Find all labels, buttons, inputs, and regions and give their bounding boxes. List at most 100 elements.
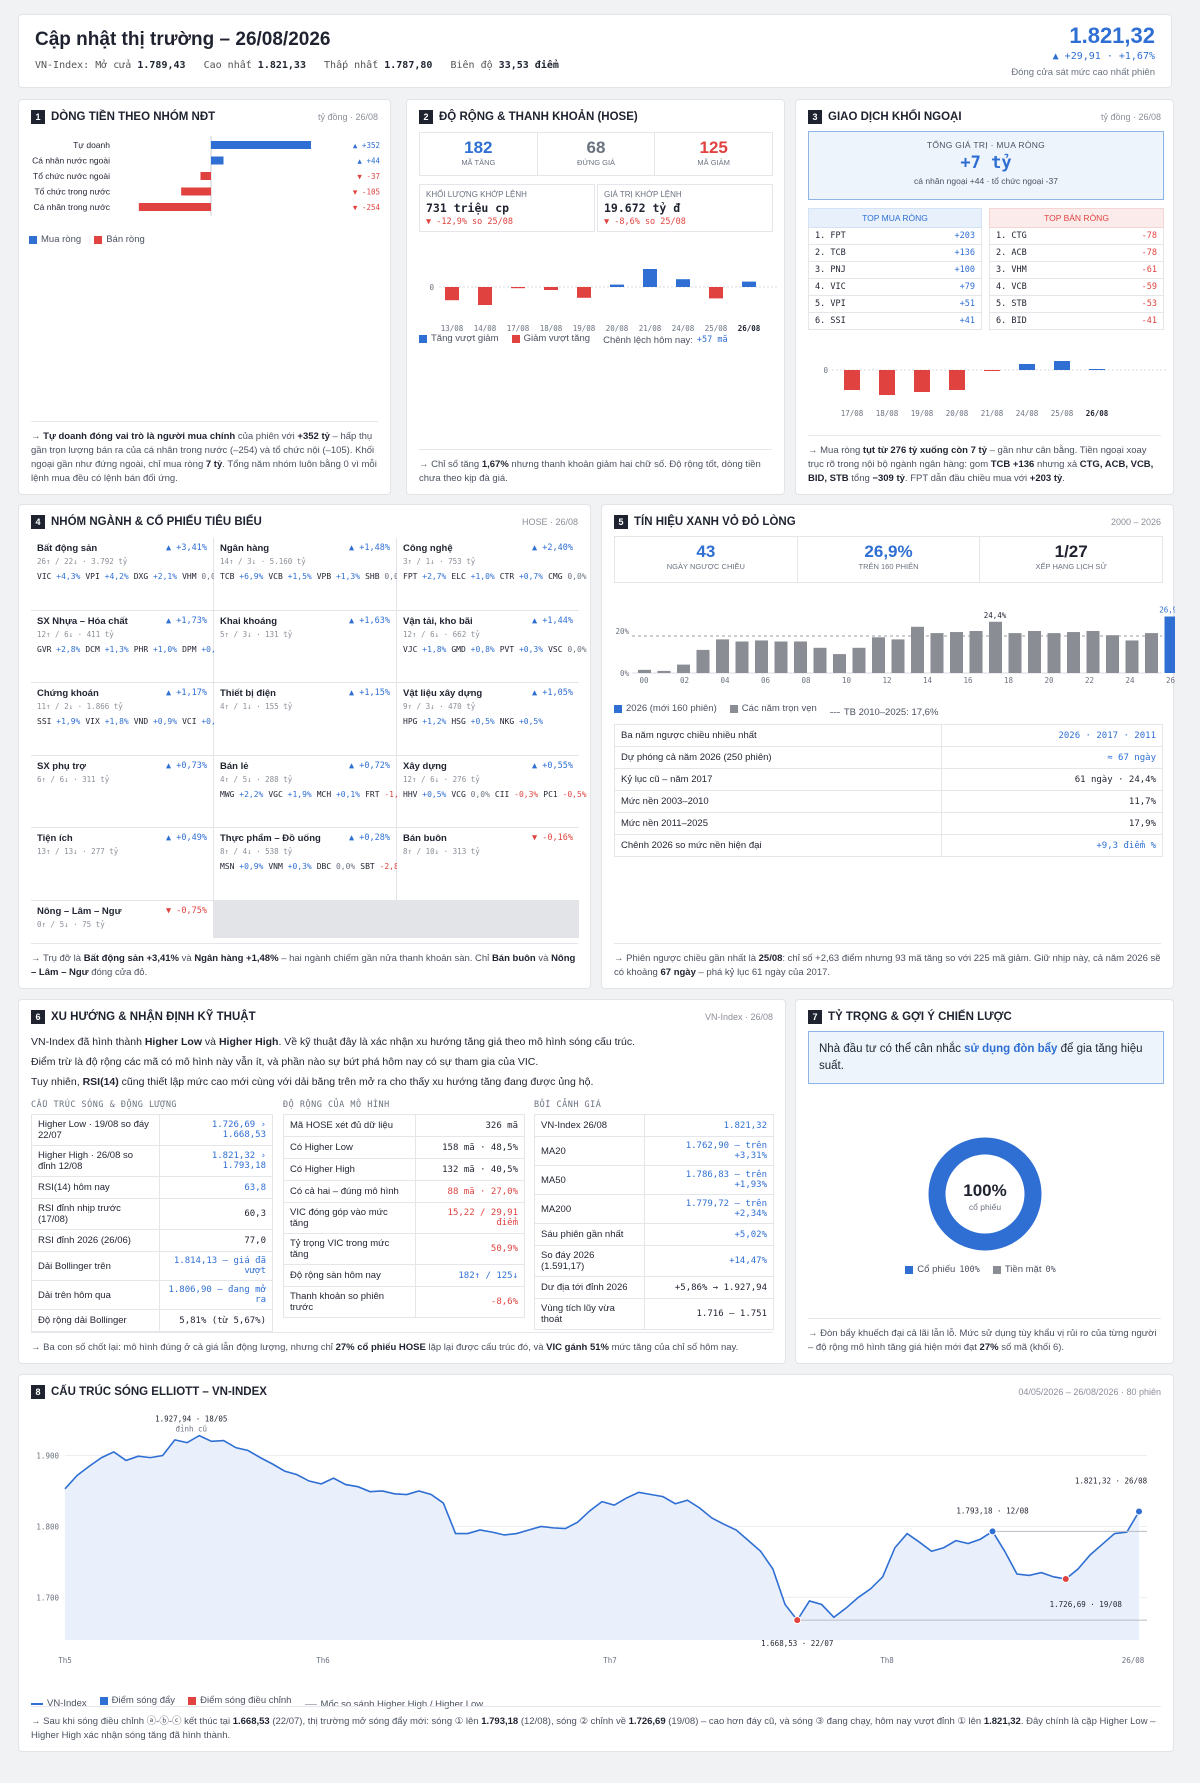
row-label: Độ rộng sàn hôm nay bbox=[283, 1264, 416, 1287]
year-bar bbox=[989, 621, 1002, 673]
year-bar bbox=[735, 641, 749, 673]
card-elliott-wave: 8 CẤU TRÚC SÓNG ELLIOTT – VN-INDEX 04/05/… bbox=[18, 1374, 1174, 1752]
tech-row: VIC đóng góp vào mức tăng 15,22 / 29,91 đ… bbox=[283, 1202, 526, 1234]
foreign-row: 4. VCB -59 bbox=[989, 279, 1164, 296]
stock-symbol: PC1 bbox=[543, 789, 563, 799]
sector-cell: Vật liệu xây dựng ▲ +1,05% 9↑ / 3↓ · 470 t… bbox=[397, 683, 579, 755]
divergence-row: Kỷ lục cũ – năm 2017 61 ngày · 24,4% bbox=[614, 768, 1164, 791]
foreign-bar bbox=[879, 370, 895, 395]
row-label: RSI đỉnh nhịp trước (17/08) bbox=[30, 1198, 161, 1230]
row-value: 63,8 bbox=[159, 1176, 273, 1199]
year-bar bbox=[872, 637, 885, 673]
stock-change: +4,2% bbox=[104, 572, 129, 581]
donut-label: cổ phiếu bbox=[969, 1202, 1001, 1212]
sector-cell: Nông – Lâm – Ngư ▼ -0,75% 0↑ / 5↓ · 75 tỷ bbox=[31, 900, 213, 972]
sector-meta: 3↑ / 1↓ · 753 tỷ bbox=[403, 557, 476, 566]
stock-item: DXG +2,1% bbox=[134, 572, 177, 581]
wave-point bbox=[1135, 1507, 1143, 1516]
rank: 4. VIC bbox=[815, 282, 846, 292]
sector-name: Thiết bị điện bbox=[220, 688, 276, 699]
stock-symbol: FRT bbox=[365, 789, 385, 799]
sector-meta: 6↑ / 6↓ · 311 tỷ bbox=[37, 774, 110, 784]
sector-meta: 0↑ / 5↓ · 75 tỷ bbox=[37, 919, 105, 929]
sector-cell: Vận tải, kho bãi ▲ +1,44% 12↑ / 6↓ · 662 t… bbox=[397, 610, 587, 682]
year-bar bbox=[1164, 616, 1175, 673]
sector-name: Vận tải, kho bãi bbox=[403, 615, 473, 627]
foreign-bar bbox=[914, 370, 930, 392]
area-fill bbox=[65, 1435, 1139, 1640]
card-technical-trend: 6 XU HƯỚNG & NHẬN ĐỊNH KỸ THUẬT VN-Index … bbox=[18, 999, 786, 1364]
sector-header: Chứng khoán ▲ +1,17% bbox=[37, 688, 207, 699]
stock-change: 0,0% bbox=[335, 862, 356, 871]
sector-change: ▲ +2,40% bbox=[532, 543, 573, 553]
flow-label: Tổ chức nước ngoài bbox=[33, 171, 110, 181]
tech-row: Có cả hai – đúng mô hình 88 mã · 27,0% bbox=[283, 1180, 526, 1203]
sector-change: ▲ +1,17% bbox=[166, 688, 207, 698]
x-tick: 25/08 bbox=[705, 324, 728, 333]
sector-change: ▲ +1,15% bbox=[349, 688, 390, 698]
sector-grid: Bất động sản ▲ +3,41% 26↑ / 22↓ · 3.792 tỷ… bbox=[31, 538, 587, 972]
row-value: +5,02% bbox=[643, 1223, 775, 1246]
stock-symbol: SHB bbox=[365, 572, 385, 581]
foreign-bar bbox=[949, 370, 965, 390]
strategy-box: Nhà đầu tư có thể cân nhắc sử dụng đòn b… bbox=[808, 1031, 1164, 1084]
flow-bar bbox=[211, 141, 311, 149]
stock-symbol: MSN bbox=[220, 862, 240, 871]
breadth-bar bbox=[676, 279, 690, 287]
net-value: +51 bbox=[959, 299, 975, 309]
vnindex-line bbox=[64, 1434, 1140, 1622]
wave-point bbox=[988, 1527, 997, 1536]
stock-item: CTR +0,7% bbox=[500, 572, 543, 581]
card-note: → Sau khi sóng điều chỉnh ⓐ-ⓑ-ⓒ kết thúc… bbox=[31, 1706, 1161, 1743]
row-value: 132 mã · 40,5% bbox=[414, 1158, 526, 1181]
top-buy-table: TOP MUA RÒNG 1. FPT +203 2. TCB +136 3. PNJ +… bbox=[808, 208, 982, 330]
rank: 5. VPI bbox=[815, 299, 846, 309]
row-label: MA200 bbox=[534, 1194, 645, 1224]
x-tick: 04 bbox=[720, 676, 730, 685]
row-value: 61 ngày · 24,4% bbox=[940, 768, 1164, 791]
foreign-row: 2. ACB -78 bbox=[989, 245, 1164, 262]
sector-cell: Ngân hàng ▲ +1,48% 14↑ / 3↓ · 5.160 tỷ TCB … bbox=[214, 538, 404, 610]
sector-name: Bất động sản bbox=[37, 543, 98, 554]
stock-change: +0,7% bbox=[518, 572, 544, 581]
x-tick: 12 bbox=[882, 676, 891, 685]
year-bar bbox=[833, 654, 846, 673]
breadth-bar bbox=[610, 284, 624, 287]
flow-value: ▼ -37 bbox=[357, 172, 380, 181]
volume-value: 731 triệu cp bbox=[426, 201, 510, 215]
sector-stocks: SSI +1,9% VIX +1,8% VND +0,9% VCI +0,5% bbox=[37, 715, 225, 728]
stock-change: +1,0% bbox=[152, 644, 178, 654]
divergence-table: Ba năm ngược chiều nhiều nhất 2026 · 2017… bbox=[614, 724, 1164, 857]
stock-item: TCB +6,9% bbox=[220, 572, 263, 581]
net-value: +100 bbox=[954, 265, 975, 275]
sector-change: ▲ +0,72% bbox=[349, 760, 390, 771]
stock-change: +1,9% bbox=[56, 717, 81, 726]
stock-symbol: GVR bbox=[37, 644, 57, 654]
sector-cell: Bán buôn ▼ -0,16% 8↑ / 10↓ · 313 tỷ bbox=[397, 828, 579, 900]
stock-change: +1,8% bbox=[422, 644, 447, 654]
price-context-table: VN-Index 26/08 1.821,32 MA20 1.762,90 – trê… bbox=[534, 1114, 775, 1330]
card-title: ĐỘ RỘNG & THANH KHOẢN (HOSE) bbox=[439, 111, 638, 123]
rank: 3. VHM bbox=[996, 265, 1027, 275]
flow-bar bbox=[181, 187, 211, 196]
year-bar bbox=[774, 641, 788, 673]
foreign-bar bbox=[984, 370, 1000, 371]
wave-legend: VN-Index Điểm sóng đẩy Điểm sóng điều ch… bbox=[31, 1695, 493, 1710]
higher-low-label: 1.726,69 · 19/08 bbox=[1050, 1600, 1123, 1609]
stock-item: FPT +2,7% bbox=[403, 572, 446, 581]
header-stats: VN-Index: Mở cửa 1.789,43 Cao nhất 1.821… bbox=[35, 60, 559, 71]
stock-item: HSG +0,5% bbox=[451, 717, 494, 726]
year-bar bbox=[638, 669, 651, 673]
x-tick: 10 bbox=[842, 676, 852, 685]
stock-change: +0,1% bbox=[335, 789, 361, 799]
stock-item: VPB +1,3% bbox=[317, 572, 360, 581]
x-tick: 24 bbox=[1125, 676, 1135, 685]
stock-change: +0,5% bbox=[518, 717, 544, 726]
row-value: 1.716 – 1.751 bbox=[643, 1298, 775, 1330]
sector-change: ▲ +1,73% bbox=[166, 615, 207, 626]
stock-symbol: VGC bbox=[268, 789, 288, 799]
flow-label: Cá nhân nước ngoài bbox=[32, 156, 110, 166]
net-value: +136 bbox=[954, 248, 975, 258]
stock-item: PHR +1,0% bbox=[134, 645, 177, 654]
row-label: MA20 bbox=[534, 1136, 645, 1166]
